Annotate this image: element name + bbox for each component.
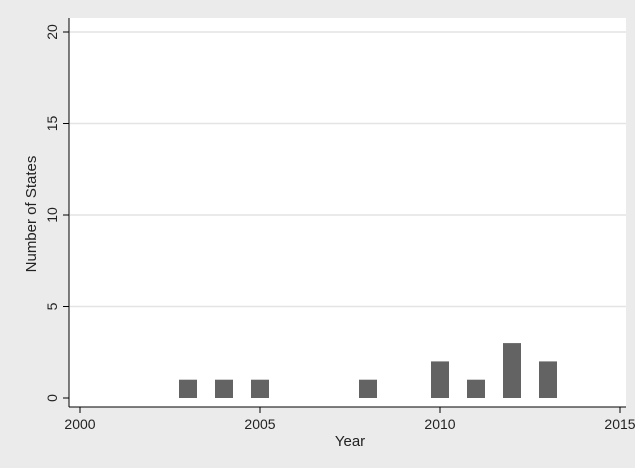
bar-2005 (251, 379, 269, 398)
y-tick-label: 10 (44, 207, 60, 223)
plot-area (69, 18, 626, 407)
y-tick-label: 20 (44, 24, 60, 40)
bar-2008 (359, 379, 377, 398)
gridlines (70, 31, 626, 308)
y-tick-label: 15 (44, 116, 60, 132)
bars (179, 343, 557, 398)
bar-2004 (215, 379, 233, 398)
bar-2011 (467, 379, 485, 398)
y-tick-label: 0 (44, 394, 60, 402)
x-tick-label: 2015 (604, 416, 635, 432)
x-axis-ticks: 2000 2005 2010 2015 (64, 407, 635, 432)
x-axis-title: Year (335, 433, 365, 450)
bar-2013 (539, 361, 557, 398)
bar-2010 (431, 361, 449, 398)
y-axis-ticks: 0 5 10 15 20 (44, 24, 69, 402)
x-tick-label: 2000 (64, 416, 95, 432)
bar-2012 (503, 343, 521, 398)
bar-2003 (179, 379, 197, 398)
x-tick-label: 2005 (244, 416, 275, 432)
x-tick-label: 2010 (424, 416, 455, 432)
y-axis-title: Number of States (23, 156, 40, 273)
y-tick-label: 5 (44, 302, 60, 310)
